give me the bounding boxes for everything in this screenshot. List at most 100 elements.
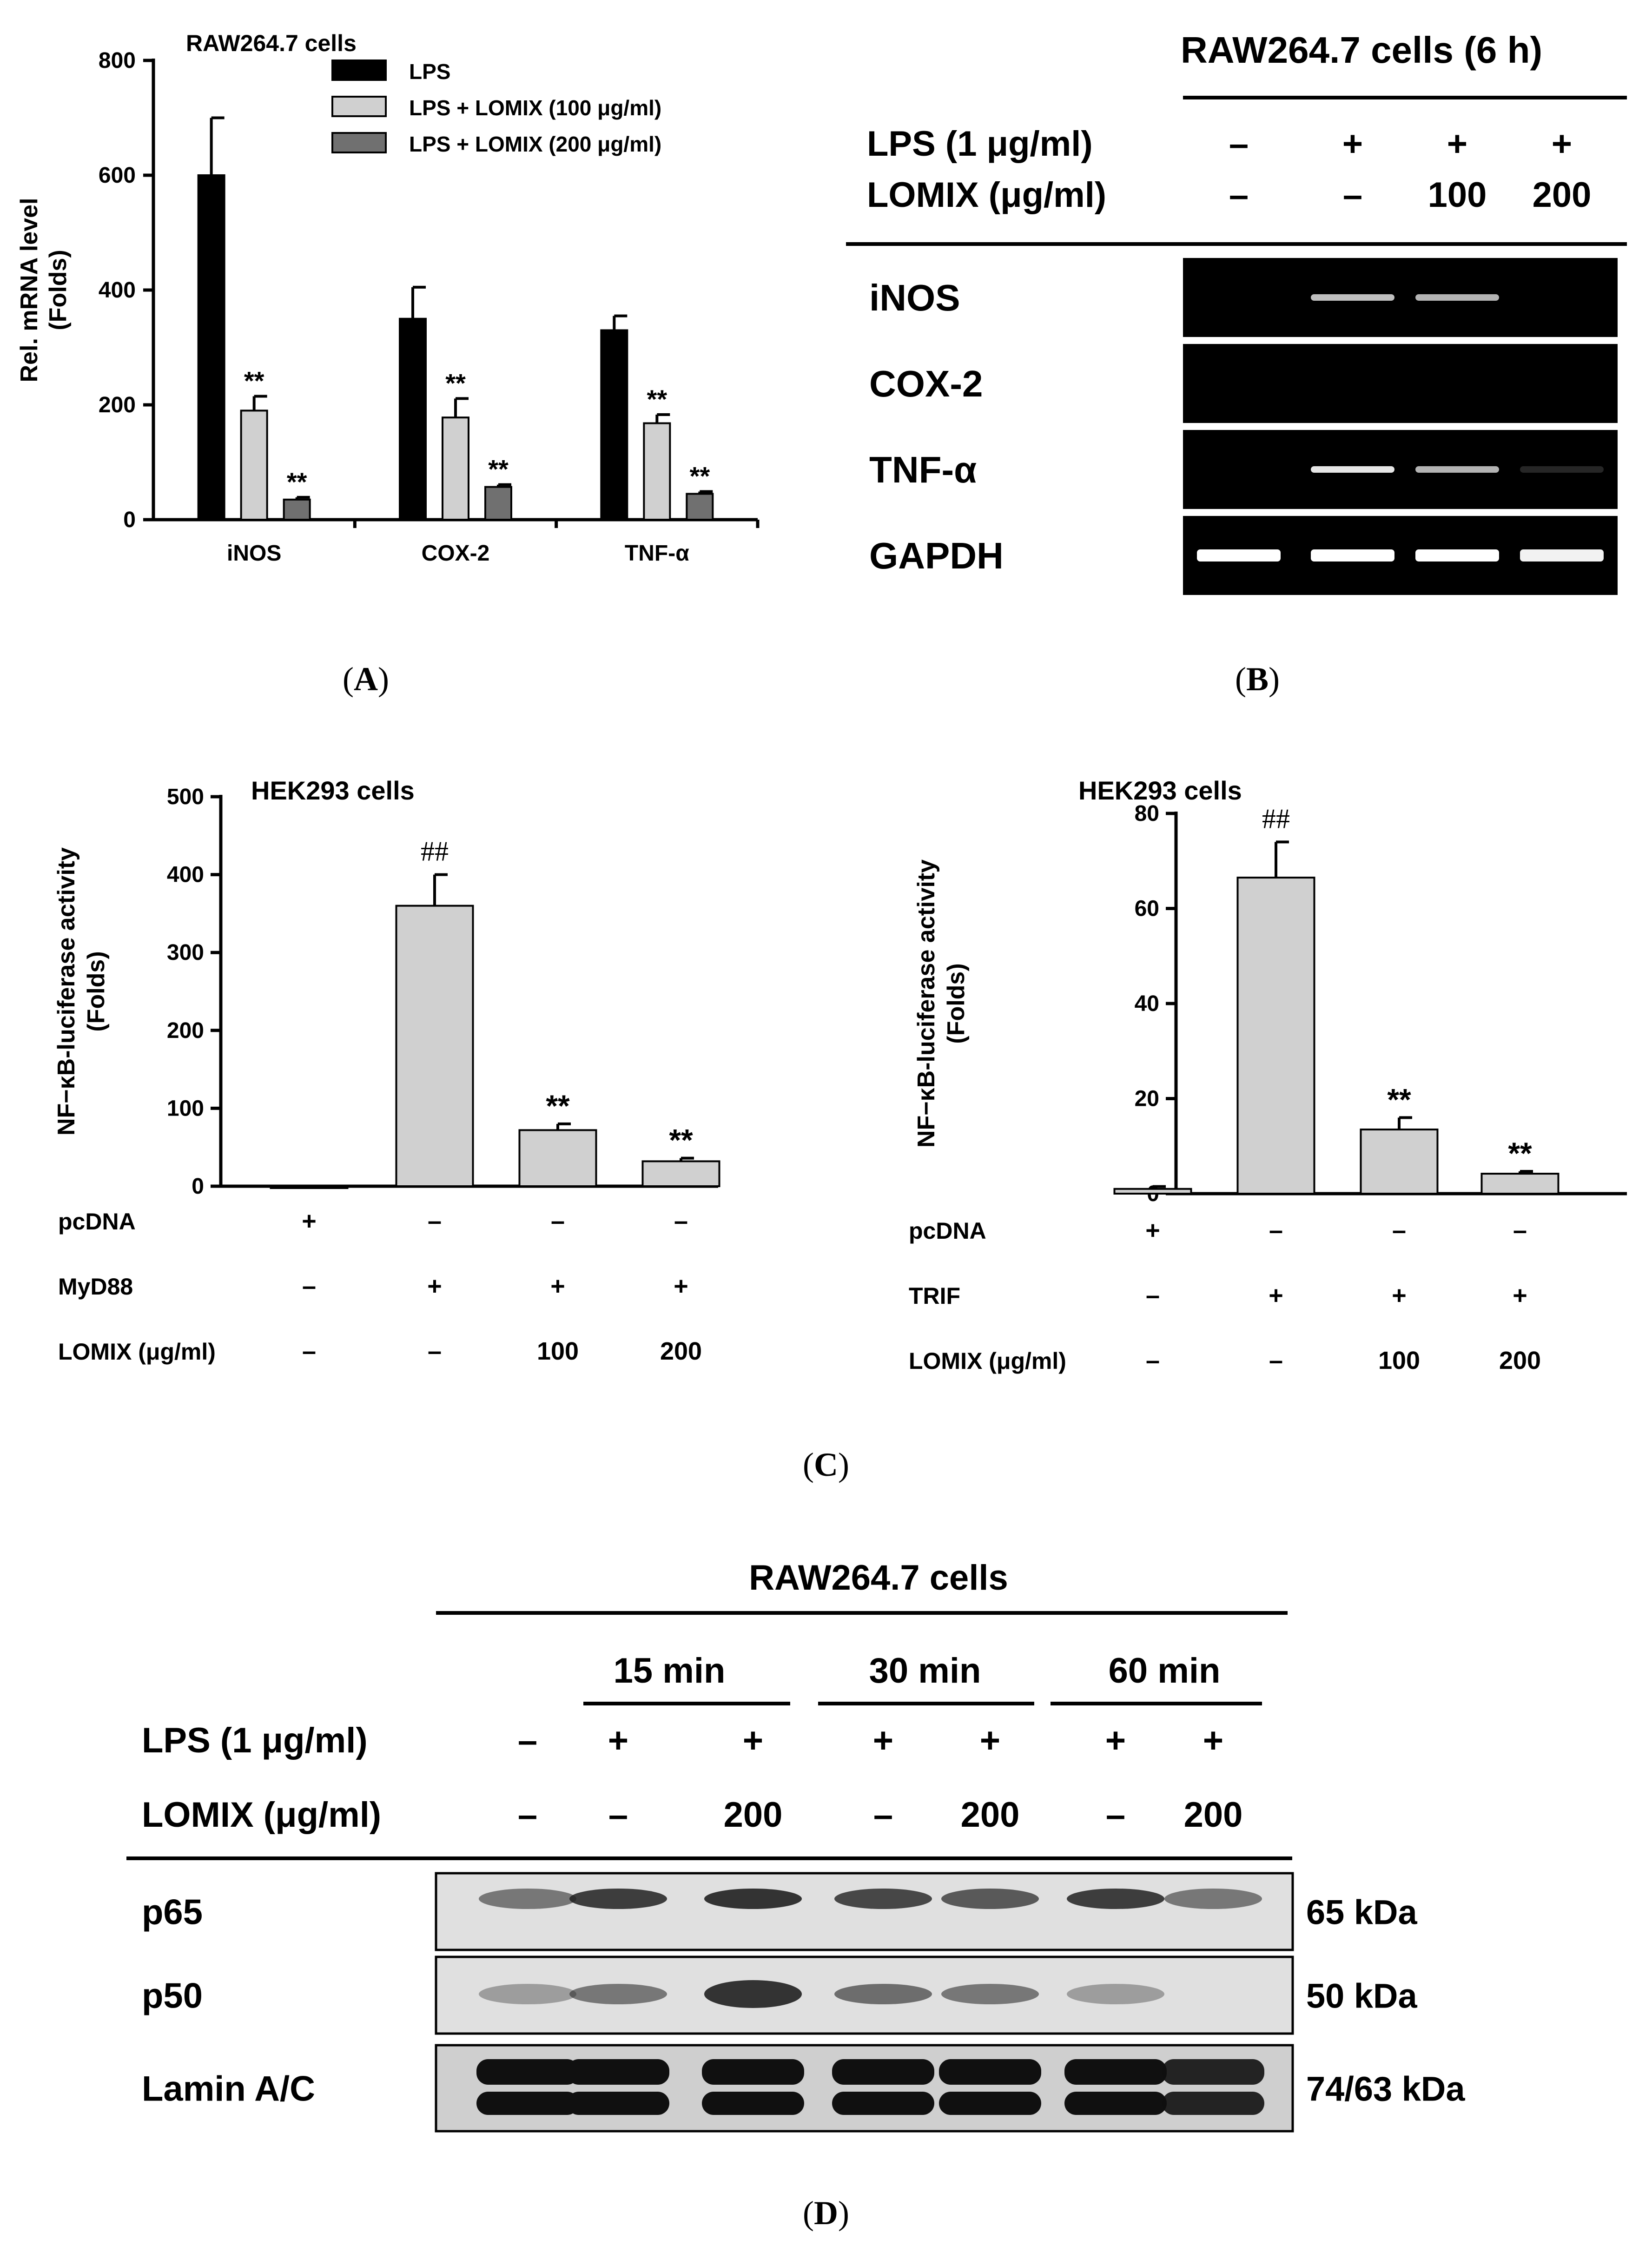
caption-a: (A) <box>343 661 389 698</box>
blot-band <box>1067 1889 1164 1909</box>
legend-label: LPS <box>409 59 450 84</box>
condition-value: + <box>1392 1282 1407 1309</box>
gel-strip <box>1183 258 1618 337</box>
significance-mark: ** <box>244 366 264 395</box>
treatment-value: + <box>1342 124 1363 164</box>
x-tick-label: COX-2 <box>422 541 490 566</box>
treatment-value: + <box>1447 124 1467 164</box>
condition-label: MyD88 <box>58 1274 133 1300</box>
treatment-value: – <box>873 1795 893 1835</box>
y-tick-label: 400 <box>167 863 204 887</box>
condition-value: – <box>1269 1216 1283 1244</box>
blot-band <box>702 2059 804 2085</box>
y-tick-label: 80 <box>1135 801 1159 826</box>
condition-value: + <box>1145 1216 1160 1244</box>
y-axis-label-line: Rel. mRNA level <box>16 198 43 383</box>
bar <box>283 498 311 521</box>
treatment-value: – <box>608 1795 628 1835</box>
treatment-value: + <box>608 1721 628 1760</box>
treatment-label: LPS (1 μg/ml) <box>142 1721 368 1760</box>
condition-value: – <box>428 1207 442 1235</box>
y-axis-label-line: NF−κB-luciferase activity <box>53 847 80 1136</box>
condition-value: + <box>674 1272 688 1300</box>
blot-band <box>1164 1889 1262 1909</box>
protein-label: Lamin A/C <box>142 2069 315 2109</box>
blot-header: RAW264.7 cells <box>749 1558 1008 1598</box>
condition-value: – <box>428 1337 442 1365</box>
molecular-weight-label: 74/63 kDa <box>1306 2070 1465 2108</box>
y-tick-label: 500 <box>167 785 204 809</box>
gel-band <box>1415 549 1499 562</box>
treatment-value: – <box>1229 124 1249 164</box>
condition-value: + <box>302 1207 317 1235</box>
gel-strip <box>1183 344 1618 423</box>
y-tick-label: 800 <box>99 48 136 73</box>
blot-band <box>702 2092 804 2115</box>
condition-value: – <box>1146 1282 1160 1309</box>
caption-d: (D) <box>803 2194 849 2232</box>
condition-value: + <box>550 1272 565 1300</box>
blot-band <box>834 1984 932 2004</box>
gel-strip <box>1183 430 1618 509</box>
significance-mark: ** <box>1508 1136 1532 1170</box>
condition-value: + <box>1513 1282 1527 1309</box>
treatment-value: – <box>518 1795 537 1835</box>
protein-label: p65 <box>142 1893 203 1932</box>
bar <box>643 422 671 521</box>
significance-mark: ** <box>690 461 710 490</box>
significance-mark: ** <box>669 1123 693 1157</box>
condition-value: – <box>551 1207 565 1235</box>
blot-band <box>1162 2092 1264 2115</box>
molecular-weight-label: 65 kDa <box>1306 1893 1417 1932</box>
treatment-value: + <box>980 1721 1000 1760</box>
x-tick-label: TNF-α <box>625 541 689 566</box>
legend-swatch <box>331 96 387 117</box>
condition-value: 200 <box>1499 1347 1541 1374</box>
bar <box>395 905 474 1187</box>
significance-mark: ** <box>488 455 509 484</box>
blot-band <box>1162 2059 1264 2085</box>
x-tick-label: iNOS <box>227 541 281 566</box>
protein-label: p50 <box>142 1976 203 2016</box>
significance-mark: ## <box>421 836 449 867</box>
bar <box>197 174 225 521</box>
condition-value: 100 <box>1378 1347 1420 1374</box>
y-tick-label: 40 <box>1135 991 1159 1016</box>
y-axis-label-line: (Folds) <box>83 951 110 1031</box>
bar <box>442 416 469 521</box>
blot-band <box>834 1889 932 1909</box>
condition-value: – <box>674 1207 688 1235</box>
bar <box>1113 1188 1192 1195</box>
y-axis-label-line: (Folds) <box>45 250 72 330</box>
y-axis-label: NF−κB-luciferase activity (Folds) <box>53 847 110 1136</box>
y-tick-label: 200 <box>167 1018 204 1043</box>
y-tick-label: 100 <box>167 1096 204 1121</box>
treatment-value: – <box>518 1721 537 1760</box>
chart-panel-a: RAW264.7 cells 0 200 400 600 800 Rel. mRNA lev… <box>16 30 760 566</box>
significance-mark: ** <box>287 467 307 496</box>
condition-value: – <box>1392 1216 1406 1244</box>
condition-value: 100 <box>537 1337 579 1365</box>
blot-band <box>1067 1984 1164 2004</box>
caption-a-letter: A <box>354 661 378 698</box>
caption-b-letter: B <box>1246 661 1269 698</box>
significance-mark: ** <box>647 384 667 414</box>
condition-label: pcDNA <box>909 1218 986 1244</box>
blot-band <box>567 2092 669 2115</box>
blot-band <box>939 2092 1041 2115</box>
treatment-value: 200 <box>1184 1795 1243 1835</box>
blot-band <box>479 1889 576 1909</box>
legend-label: LPS + LOMIX (200 μg/ml) <box>409 132 661 156</box>
treatment-value: – <box>1229 175 1249 215</box>
bar <box>1480 1173 1559 1195</box>
blot-panel-d: RAW264.7 cells 15 min 30 min 60 min LPS (1 μ… <box>126 1558 1465 2133</box>
blot-band <box>832 2092 934 2115</box>
gel-band <box>1311 549 1394 562</box>
blot-band <box>941 1889 1039 1909</box>
caption-b: (B) <box>1235 661 1280 698</box>
bar <box>399 317 427 521</box>
condition-value: – <box>1146 1347 1160 1374</box>
chart-title: RAW264.7 cells <box>186 30 357 56</box>
chart-panel-c-right: HEK293 cells020406080NF−κB-luciferase ac… <box>909 776 1627 1374</box>
gel-band <box>1311 294 1394 301</box>
